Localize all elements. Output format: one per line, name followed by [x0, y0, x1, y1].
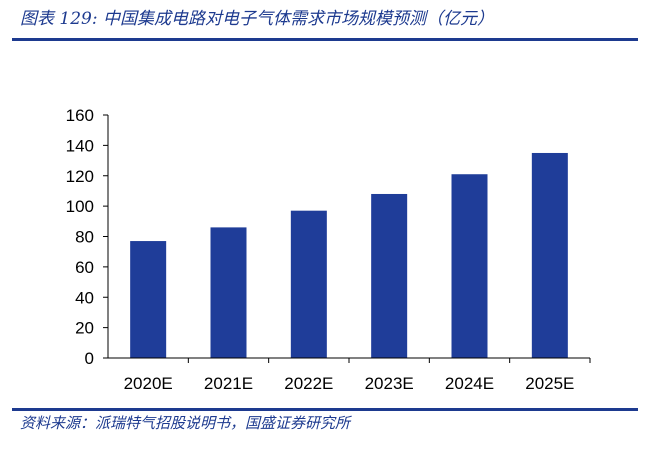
bar-2025E — [531, 152, 568, 358]
x-tick-label: 2022E — [284, 374, 333, 393]
x-tick-label: 2021E — [204, 374, 253, 393]
bar-2022E — [290, 210, 327, 358]
y-tick-label: 140 — [66, 136, 94, 155]
y-tick-label: 40 — [75, 288, 94, 307]
chart-title: 图表 129: 中国集成电路对电子气体需求市场规模预测（亿元） — [20, 9, 494, 29]
y-tick-label: 80 — [75, 228, 94, 247]
x-tick-label: 2023E — [365, 374, 414, 393]
source-note: 资料来源：派瑞特气招股说明书，国盛证券研究所 — [20, 414, 351, 432]
y-tick-label: 20 — [75, 319, 94, 338]
bar-2024E — [451, 174, 488, 358]
y-tick-label: 160 — [66, 106, 94, 125]
bottom-divider — [12, 408, 638, 411]
x-tick-label: 2025E — [525, 374, 574, 393]
bars — [130, 152, 568, 358]
y-tick-label: 0 — [85, 349, 94, 368]
x-tick-label: 2020E — [124, 374, 173, 393]
y-tick-label: 100 — [66, 197, 94, 216]
top-divider — [12, 38, 638, 41]
bar-2021E — [210, 227, 247, 358]
x-tick-label: 2024E — [445, 374, 494, 393]
y-tick-label: 60 — [75, 258, 94, 277]
bar-2023E — [371, 193, 408, 358]
bar-2020E — [130, 241, 167, 358]
x-axis-labels: 2020E 2021E 2022E 2023E 2024E 2025E — [124, 358, 591, 393]
y-tick-label: 120 — [66, 167, 94, 186]
y-axis-ticks: 0 20 40 60 80 100 120 140 160 — [66, 106, 108, 368]
